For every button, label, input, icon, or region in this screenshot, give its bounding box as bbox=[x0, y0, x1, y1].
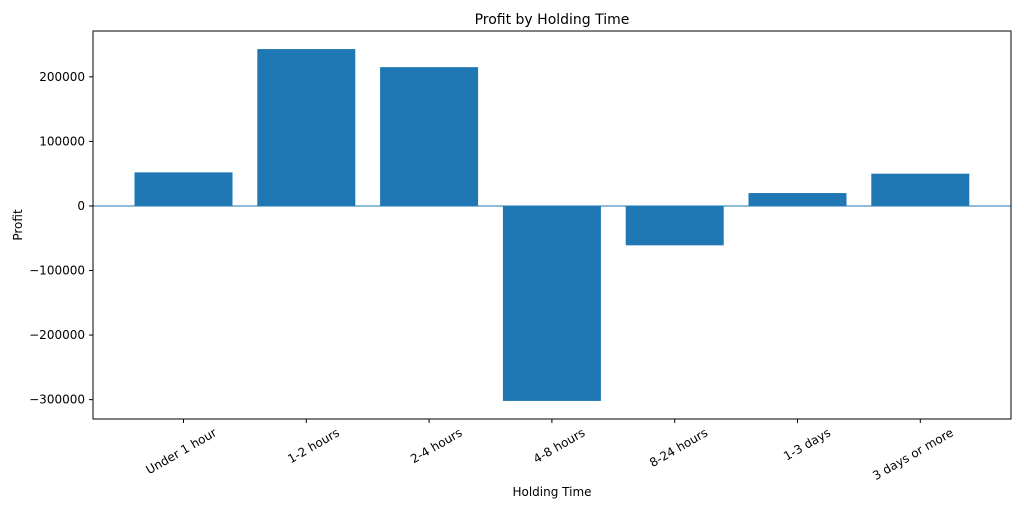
y-tick-label: −200000 bbox=[29, 328, 85, 342]
bar-6 bbox=[871, 173, 970, 206]
x-tick-label: 4-8 hours bbox=[531, 425, 587, 466]
y-tick-label: 0 bbox=[77, 199, 85, 213]
bar-4 bbox=[625, 205, 724, 246]
x-axis: Under 1 hour 1-2 hours 2-4 hours 4-8 hours 8… bbox=[144, 419, 956, 483]
x-tick-label: 3 days or more bbox=[870, 425, 956, 483]
y-axis: −300000 −200000 −100000 0 100000 200000 bbox=[29, 70, 93, 407]
x-axis-label: Holding Time bbox=[512, 485, 591, 499]
chart-title: Profit by Holding Time bbox=[475, 12, 630, 28]
bars-layer bbox=[134, 49, 970, 401]
y-tick-label: 100000 bbox=[39, 134, 85, 148]
y-axis-label: Profit bbox=[11, 209, 25, 241]
bar-0 bbox=[134, 172, 233, 206]
x-tick-label: 8-24 hours bbox=[647, 425, 710, 470]
x-tick-label: Under 1 hour bbox=[144, 425, 220, 477]
x-tick-label: 1-3 days bbox=[781, 425, 833, 463]
bar-3 bbox=[502, 205, 601, 401]
y-tick-label: 200000 bbox=[39, 70, 85, 84]
x-tick-label: 2-4 hours bbox=[408, 425, 464, 466]
bar-2 bbox=[380, 67, 479, 206]
y-tick-label: −300000 bbox=[29, 393, 85, 407]
y-tick-label: −100000 bbox=[29, 264, 85, 278]
x-tick-label: 1-2 hours bbox=[285, 425, 341, 466]
bar-1 bbox=[257, 49, 356, 206]
bar-5 bbox=[748, 193, 847, 206]
